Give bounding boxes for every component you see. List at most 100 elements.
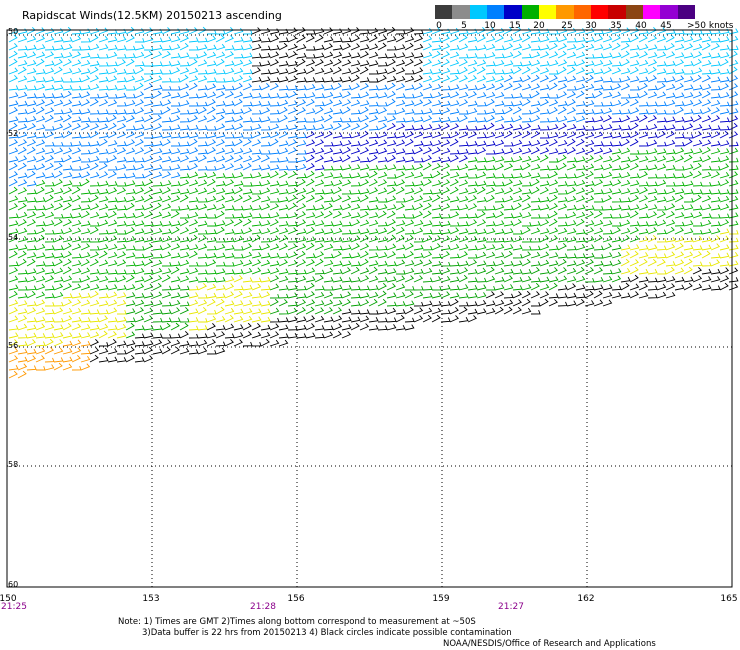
legend-swatch bbox=[625, 5, 643, 19]
wind-barb bbox=[152, 181, 163, 187]
wind-barb bbox=[548, 282, 558, 291]
wind-barb bbox=[53, 44, 64, 51]
wind-barb bbox=[476, 171, 487, 179]
wind-barb bbox=[566, 292, 577, 299]
wind-barb bbox=[134, 181, 145, 187]
wind-barb bbox=[224, 26, 234, 35]
wind-barb bbox=[656, 51, 667, 59]
wind-barb bbox=[296, 150, 307, 155]
wind-barb bbox=[350, 164, 361, 171]
wind-barb bbox=[566, 163, 577, 171]
wind-barb bbox=[512, 147, 523, 155]
wind-barb bbox=[179, 132, 190, 139]
wind-barb bbox=[36, 366, 46, 371]
wind-barb bbox=[368, 154, 378, 163]
wind-barb bbox=[629, 66, 639, 75]
wind-barb bbox=[260, 141, 271, 147]
wind-barb bbox=[215, 100, 226, 107]
wind-barb bbox=[278, 285, 289, 291]
wind-barb bbox=[620, 268, 631, 275]
wind-barb bbox=[80, 141, 91, 147]
wind-barb bbox=[98, 330, 108, 339]
wind-barb bbox=[485, 35, 496, 43]
wind-barb bbox=[359, 50, 369, 59]
wind-barb bbox=[35, 261, 46, 267]
wind-barb bbox=[449, 285, 460, 291]
wind-barb bbox=[251, 36, 262, 43]
wind-barb bbox=[98, 275, 109, 283]
wind-barb bbox=[107, 181, 118, 187]
wind-barb bbox=[503, 123, 514, 131]
wind-barb bbox=[116, 92, 127, 99]
wind-barb bbox=[476, 260, 487, 267]
wind-barb bbox=[431, 44, 442, 51]
wind-barb bbox=[395, 179, 406, 187]
wind-barb bbox=[242, 173, 253, 179]
wind-barb bbox=[386, 76, 397, 83]
wind-barb bbox=[404, 195, 415, 203]
wind-barb bbox=[206, 125, 217, 131]
wind-barb bbox=[575, 138, 585, 147]
wind-barb bbox=[152, 220, 163, 227]
wind-barb bbox=[647, 44, 658, 51]
wind-barb bbox=[71, 219, 82, 227]
wind-barb bbox=[296, 124, 307, 131]
wind-barb bbox=[512, 155, 523, 163]
wind-barb bbox=[44, 194, 54, 203]
wind-barb bbox=[629, 98, 639, 107]
wind-barb bbox=[422, 220, 433, 227]
wind-barb bbox=[224, 219, 235, 227]
wind-barb bbox=[341, 122, 351, 131]
wind-barb bbox=[710, 68, 721, 75]
wind-barb bbox=[557, 236, 568, 243]
wind-barb bbox=[71, 186, 81, 195]
wind-barb bbox=[35, 77, 46, 83]
wind-barb bbox=[485, 83, 496, 91]
wind-barb bbox=[368, 170, 378, 179]
wind-barb bbox=[512, 26, 522, 35]
wind-barb bbox=[521, 268, 532, 275]
wind-barb bbox=[206, 29, 217, 35]
wind-barb bbox=[26, 205, 37, 211]
wind-barb bbox=[107, 348, 118, 355]
wind-barb bbox=[152, 100, 163, 107]
wind-barb bbox=[215, 114, 225, 123]
wind-barb bbox=[251, 292, 262, 299]
wind-barb bbox=[377, 116, 388, 123]
wind-barb bbox=[413, 259, 424, 267]
wind-barb bbox=[8, 299, 19, 307]
wind-barb bbox=[125, 93, 136, 99]
wind-barb bbox=[98, 250, 108, 259]
wind-barb bbox=[458, 114, 468, 123]
wind-barb bbox=[674, 267, 685, 275]
wind-barb bbox=[710, 259, 721, 267]
wind-barb bbox=[485, 98, 495, 107]
wind-barb bbox=[242, 277, 253, 283]
wind-barb bbox=[152, 245, 163, 251]
wind-barb bbox=[17, 292, 28, 299]
wind-barb bbox=[557, 106, 567, 115]
wind-barb bbox=[35, 93, 46, 99]
wind-barb bbox=[512, 291, 522, 299]
map-title: Rapidscat Winds(12.5KM) 20150213 ascendi… bbox=[22, 9, 282, 22]
wind-barb bbox=[386, 67, 397, 75]
wind-barb bbox=[494, 259, 505, 267]
wind-barb bbox=[584, 195, 595, 203]
wind-barb bbox=[8, 156, 19, 163]
wind-barb bbox=[170, 60, 181, 67]
wind-barb bbox=[575, 165, 586, 171]
wind-barb bbox=[296, 275, 307, 283]
wind-barb bbox=[251, 267, 262, 275]
wind-barb bbox=[233, 308, 244, 315]
wind-barb bbox=[422, 307, 433, 315]
wind-barb bbox=[467, 277, 478, 283]
wind-barb bbox=[404, 260, 415, 267]
wind-barb bbox=[107, 93, 118, 99]
wind-barb bbox=[269, 170, 279, 179]
wind-barb bbox=[431, 75, 442, 83]
wind-barb bbox=[323, 325, 334, 331]
wind-barb bbox=[170, 77, 181, 83]
wind-barb bbox=[296, 333, 307, 339]
wind-barb bbox=[638, 181, 649, 187]
wind-barb bbox=[584, 163, 595, 171]
